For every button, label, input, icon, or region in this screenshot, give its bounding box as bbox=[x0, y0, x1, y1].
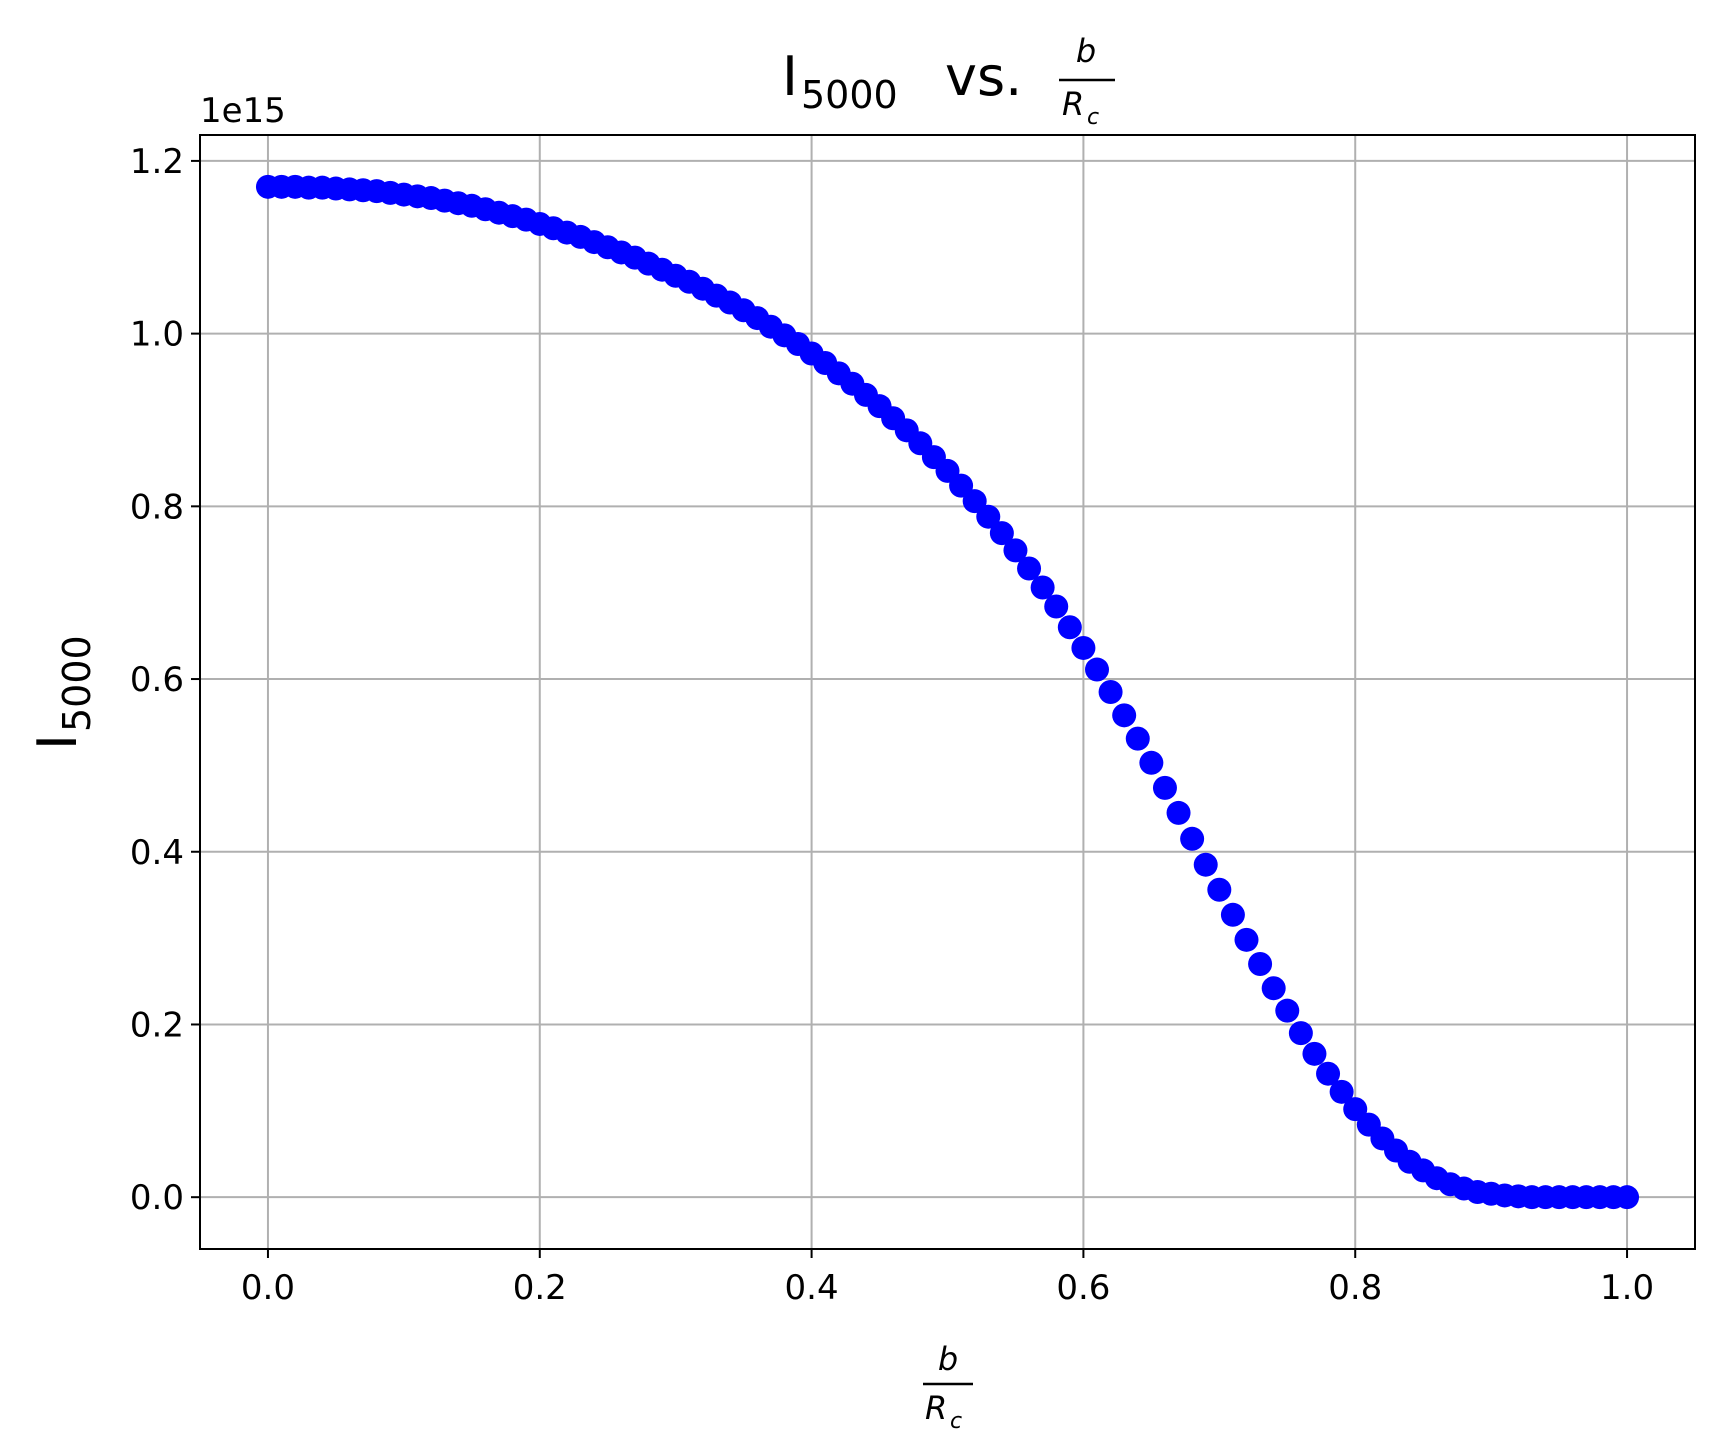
data-point bbox=[1071, 635, 1096, 660]
data-point bbox=[1112, 703, 1137, 728]
data-point bbox=[1180, 826, 1205, 851]
x-axis-label: b R c bbox=[923, 1340, 973, 1434]
y-tick-label: 1.2 bbox=[130, 142, 184, 182]
data-point bbox=[1003, 538, 1028, 563]
data-point bbox=[1017, 556, 1042, 581]
data-points bbox=[255, 174, 1640, 1210]
chart-title: I 5000 vs. b R c bbox=[782, 32, 1115, 130]
x-tick-label: 0.8 bbox=[1328, 1268, 1382, 1308]
axes-frame bbox=[199, 134, 1696, 1250]
y-tick-label: 1.0 bbox=[130, 315, 184, 355]
data-point bbox=[1098, 680, 1123, 704]
ylabel-main: I bbox=[26, 734, 89, 750]
y-tick-label: 0.2 bbox=[130, 1005, 184, 1045]
x-tick-label: 0.2 bbox=[513, 1268, 567, 1308]
x-tick-label: 1.0 bbox=[1600, 1268, 1654, 1308]
xlabel-numerator: b bbox=[938, 1340, 958, 1378]
x-tick-label: 0.4 bbox=[785, 1268, 839, 1308]
y-tick-label: 0.4 bbox=[130, 833, 184, 873]
data-point bbox=[1615, 1185, 1640, 1210]
data-point bbox=[1193, 852, 1218, 877]
title-main: I bbox=[782, 45, 798, 108]
data-point bbox=[1030, 575, 1055, 600]
data-point bbox=[1261, 976, 1286, 1001]
data-point bbox=[1085, 657, 1109, 682]
grid bbox=[200, 135, 1695, 1249]
data-point bbox=[1288, 1021, 1313, 1046]
y-axis-label: I 5000 bbox=[26, 635, 99, 750]
plot-area bbox=[200, 135, 1695, 1249]
data-point bbox=[1166, 800, 1191, 825]
data-point bbox=[1152, 775, 1177, 800]
data-point bbox=[1343, 1097, 1368, 1122]
title-subscript: 5000 bbox=[801, 73, 898, 117]
ylabel-subscript: 5000 bbox=[55, 635, 99, 732]
y-tick-label: 0.0 bbox=[130, 1178, 184, 1218]
data-point bbox=[1248, 952, 1273, 977]
data-point bbox=[1316, 1061, 1341, 1086]
title-fraction-numerator: b bbox=[1076, 32, 1096, 70]
data-point bbox=[1275, 998, 1300, 1023]
x-tick-label: 0.0 bbox=[241, 1268, 295, 1308]
data-point bbox=[949, 473, 974, 498]
x-tick-label: 0.6 bbox=[1056, 1268, 1110, 1308]
data-point bbox=[976, 504, 1001, 529]
data-point bbox=[1125, 726, 1150, 751]
y-offset-text: 1e15 bbox=[200, 91, 286, 131]
data-point bbox=[962, 489, 987, 514]
y-tick-label: 0.6 bbox=[130, 660, 184, 700]
data-point bbox=[989, 521, 1014, 546]
data-point bbox=[1302, 1041, 1327, 1066]
data-point bbox=[1057, 615, 1082, 640]
title-connector: vs. bbox=[945, 45, 1022, 108]
title-fraction-denominator-subscript: c bbox=[1087, 105, 1099, 130]
ticks bbox=[191, 159, 1629, 1258]
data-point bbox=[1234, 927, 1259, 952]
data-point bbox=[1207, 877, 1232, 902]
data-point bbox=[1329, 1079, 1354, 1104]
xlabel-denominator-subscript: c bbox=[950, 1409, 962, 1434]
data-point bbox=[1220, 902, 1245, 927]
y-tick-label: 0.8 bbox=[130, 487, 184, 527]
xlabel-denominator: R bbox=[925, 1389, 947, 1427]
data-point bbox=[1044, 594, 1069, 619]
tick-labels: 0.0 0.2 0.4 0.6 0.8 1.0 0.0 0.2 0.4 0.6 0.8 1.0 1.2 bbox=[130, 142, 1654, 1308]
data-point bbox=[1139, 750, 1164, 775]
title-fraction-denominator: R bbox=[1062, 85, 1084, 123]
